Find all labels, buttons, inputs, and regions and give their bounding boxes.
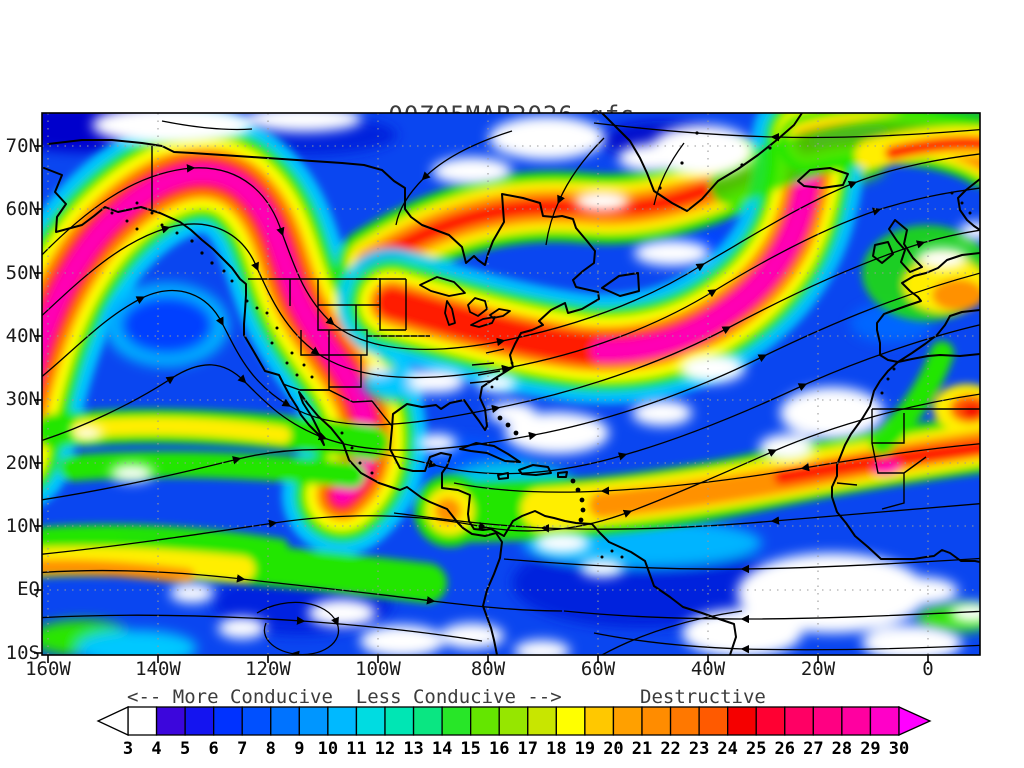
colorbar-value-12: 12 <box>375 739 395 759</box>
lon-label-100W: 100W <box>355 658 401 680</box>
colorbar-left-arrow <box>96 705 129 737</box>
lat-label-60N: 60N <box>5 198 40 221</box>
lat-label-30N: 30N <box>5 388 40 411</box>
colorbar-value-8: 8 <box>266 739 276 759</box>
lat-label-10N: 10N <box>5 515 40 538</box>
colorbar-value-17: 17 <box>518 739 538 759</box>
colorbar-value-29: 29 <box>860 739 880 759</box>
colorbar-value-23: 23 <box>689 739 709 759</box>
colorbar-cell-21 <box>641 706 672 736</box>
colorbar-value-26: 26 <box>775 739 795 759</box>
legend-more-less-conducive: <-- More Conducive Less Conducive --> <box>127 686 562 708</box>
colorbar-cell-26 <box>784 706 814 736</box>
colorbar-cell-3 <box>127 706 158 736</box>
lat-label-20N: 20N <box>5 451 40 474</box>
shear-map-canvas <box>34 112 981 663</box>
colorbar-value-18: 18 <box>546 739 566 759</box>
streamlines-layer <box>42 120 980 655</box>
lat-label-EQ: EQ <box>17 578 40 601</box>
colorbar-cell-5 <box>184 706 215 736</box>
colorbar-value-28: 28 <box>832 739 852 759</box>
colorbar-cell-12 <box>384 706 415 736</box>
colorbar-value-7: 7 <box>237 739 247 759</box>
colorbar-cell-13 <box>412 706 443 736</box>
colorbar-value-20: 20 <box>603 739 623 759</box>
colorbar-value-11: 11 <box>346 739 366 759</box>
colorbar: 3 4 5 6 7 8 9 10 11 12 13 14 15 16 17 18 19 20 21 22 23 24 25 2… <box>96 705 932 759</box>
colorbar-cells <box>127 706 900 736</box>
colorbar-cell-17 <box>527 706 557 736</box>
colorbar-value-13: 13 <box>403 739 423 759</box>
border-west-africa <box>836 408 980 510</box>
lat-label-40N: 40N <box>5 325 40 348</box>
colorbar-cell-14 <box>441 706 472 736</box>
colorbar-value-3: 3 <box>123 739 133 759</box>
colorbar-cell-11 <box>355 706 386 736</box>
colorbar-cell-23 <box>698 706 729 736</box>
colorbar-cell-18 <box>555 706 586 736</box>
plot-frame <box>41 112 981 656</box>
colorbar-value-4: 4 <box>151 739 161 759</box>
colorbar-cell-15 <box>470 706 500 736</box>
colorbar-cell-27 <box>812 706 843 736</box>
colorbar-cell-4 <box>155 706 186 736</box>
colorbar-right-arrow <box>898 705 932 737</box>
shear-map-plot <box>34 112 981 663</box>
lat-label-50N: 50N <box>5 261 40 284</box>
colorbar-cell-8 <box>270 706 300 736</box>
axis-ticks <box>34 145 929 663</box>
colorbar-value-24: 24 <box>717 739 737 759</box>
colorbar-value-15: 15 <box>460 739 480 759</box>
legend-destructive: Destructive <box>640 686 766 708</box>
lon-label-60W: 60W <box>580 658 616 680</box>
colorbar-value-14: 14 <box>432 739 452 759</box>
lon-label-140W: 140W <box>135 658 181 680</box>
lon-label-80W: 80W <box>470 658 506 680</box>
colorbar-value-6: 6 <box>209 739 219 759</box>
lon-label-0: 0 <box>922 658 934 680</box>
colorbar-cell-10 <box>327 706 358 736</box>
colorbar-value-16: 16 <box>489 739 509 759</box>
lat-label-10S: 10S <box>5 641 40 664</box>
colorbar-cell-19 <box>584 706 615 736</box>
colorbar-value-19: 19 <box>575 739 595 759</box>
colorbar-cell-16 <box>498 706 529 736</box>
colorbar-value-22: 22 <box>660 739 680 759</box>
colorbar-value-9: 9 <box>294 739 304 759</box>
colorbar-cell-9 <box>298 706 329 736</box>
colorbar-value-30: 30 <box>889 739 909 759</box>
colorbar-cell-7 <box>241 706 272 736</box>
colorbar-cell-25 <box>755 706 786 736</box>
lat-label-70N: 70N <box>5 135 40 157</box>
colorbar-cell-29 <box>869 706 900 736</box>
graticule-layer <box>42 113 980 655</box>
colorbar-cell-24 <box>727 706 757 736</box>
lon-label-160W: 160W <box>25 658 71 680</box>
colorbar-value-5: 5 <box>180 739 190 759</box>
colorbar-value-21: 21 <box>632 739 652 759</box>
colorbar-cell-28 <box>841 706 872 736</box>
lon-label-120W: 120W <box>245 658 291 680</box>
colorbar-tick-labels: 3 4 5 6 7 8 9 10 11 12 13 14 15 16 17 18 19 20 21 22 23 24 25 2… <box>123 739 909 759</box>
colorbar-legend-text: <-- More Conducive Less Conducive --> De… <box>0 686 1024 708</box>
lon-label-40W: 40W <box>690 658 726 680</box>
lon-label-20W: 20W <box>800 658 836 680</box>
colorbar-value-27: 27 <box>803 739 823 759</box>
colorbar-cell-22 <box>669 706 700 736</box>
colorbar-cell-20 <box>612 706 643 736</box>
colorbar-value-25: 25 <box>746 739 766 759</box>
colorbar-cell-6 <box>213 706 243 736</box>
colorbar-value-10: 10 <box>318 739 338 759</box>
